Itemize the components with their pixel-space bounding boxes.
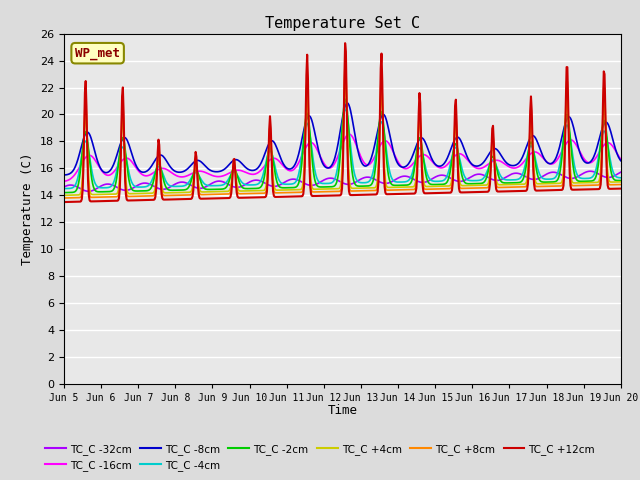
TC_C +8cm (60, 195, 68, 201)
TC_C +12cm (214, 195, 221, 201)
TC_C -8cm (184, 166, 192, 171)
TC_C -32cm (587, 168, 595, 174)
TC_C +8cm (428, 186, 435, 192)
TC_C -8cm (428, 154, 435, 160)
TC_C -2cm (214, 186, 221, 192)
TC_C +12cm (70, 199, 78, 204)
X-axis label: Time: Time (328, 405, 357, 418)
TC_C +4cm (127, 191, 135, 197)
TC_C -16cm (345, 132, 353, 137)
TC_C +8cm (341, 56, 349, 61)
TC_C -8cm (617, 158, 625, 164)
TC_C +12cm (428, 190, 435, 196)
TC_C -8cm (344, 100, 351, 106)
TC_C -2cm (184, 185, 192, 191)
TC_C +4cm (70, 192, 78, 198)
TC_C -32cm (214, 178, 222, 184)
TC_C -4cm (341, 106, 349, 112)
TC_C -4cm (60, 186, 68, 192)
TC_C +4cm (411, 182, 419, 188)
Line: TC_C +12cm: TC_C +12cm (64, 43, 621, 202)
TC_C -8cm (60, 172, 68, 178)
TC_C +8cm (617, 181, 625, 187)
TC_C -8cm (214, 169, 221, 175)
TC_C +8cm (127, 193, 135, 199)
TC_C -2cm (60, 190, 68, 195)
TC_C -4cm (70, 184, 78, 190)
TC_C -16cm (214, 174, 221, 180)
TC_C -16cm (617, 156, 625, 162)
TC_C +4cm (341, 79, 349, 84)
Line: TC_C +8cm: TC_C +8cm (64, 59, 621, 198)
Text: WP_met: WP_met (75, 47, 120, 60)
Line: TC_C -2cm: TC_C -2cm (64, 99, 621, 192)
TC_C -2cm (70, 189, 78, 195)
Title: Temperature Set C: Temperature Set C (265, 16, 420, 31)
TC_C -4cm (411, 160, 419, 166)
TC_C +8cm (184, 192, 192, 198)
Line: TC_C -16cm: TC_C -16cm (64, 134, 621, 181)
TC_C +12cm (127, 198, 135, 204)
TC_C +4cm (214, 189, 221, 194)
TC_C -16cm (411, 158, 419, 164)
TC_C +12cm (184, 196, 192, 202)
TC_C +12cm (60, 199, 68, 205)
TC_C -16cm (127, 158, 135, 164)
TC_C -4cm (214, 183, 221, 189)
TC_C -8cm (70, 166, 78, 172)
TC_C -32cm (411, 177, 419, 183)
TC_C -32cm (128, 186, 136, 192)
Line: TC_C +4cm: TC_C +4cm (64, 82, 621, 195)
TC_C +8cm (411, 186, 419, 192)
TC_C -32cm (428, 177, 435, 182)
TC_C +12cm (617, 186, 625, 192)
TC_C -32cm (185, 181, 193, 187)
TC_C +8cm (70, 195, 78, 201)
TC_C -16cm (60, 179, 68, 184)
TC_C -8cm (127, 149, 135, 155)
TC_C -2cm (411, 163, 419, 169)
Line: TC_C -32cm: TC_C -32cm (64, 171, 621, 192)
TC_C +4cm (428, 183, 435, 189)
TC_C -32cm (70, 183, 78, 189)
TC_C +12cm (341, 40, 349, 46)
Y-axis label: Temperature (C): Temperature (C) (22, 153, 35, 265)
TC_C -16cm (428, 157, 435, 163)
TC_C -4cm (617, 175, 625, 180)
TC_C -4cm (184, 180, 192, 186)
TC_C -2cm (428, 181, 435, 187)
TC_C -4cm (428, 178, 435, 183)
TC_C +4cm (60, 192, 68, 198)
TC_C +4cm (617, 179, 625, 185)
TC_C -32cm (85, 189, 93, 194)
TC_C +8cm (214, 192, 221, 197)
Line: TC_C -8cm: TC_C -8cm (64, 103, 621, 175)
TC_C -2cm (617, 178, 625, 183)
TC_C -2cm (341, 96, 349, 102)
TC_C -32cm (617, 169, 625, 175)
TC_C -32cm (60, 184, 68, 190)
TC_C -2cm (127, 186, 135, 192)
TC_C -16cm (184, 173, 192, 179)
TC_C +4cm (184, 190, 192, 195)
TC_C -8cm (411, 147, 419, 153)
TC_C -4cm (127, 179, 135, 184)
Legend: TC_C -32cm, TC_C -16cm, TC_C -8cm, TC_C -4cm, TC_C -2cm, TC_C +4cm, TC_C +8cm, T: TC_C -32cm, TC_C -16cm, TC_C -8cm, TC_C … (41, 439, 599, 475)
TC_C +12cm (411, 191, 419, 196)
TC_C -16cm (70, 173, 78, 179)
Line: TC_C -4cm: TC_C -4cm (64, 109, 621, 189)
